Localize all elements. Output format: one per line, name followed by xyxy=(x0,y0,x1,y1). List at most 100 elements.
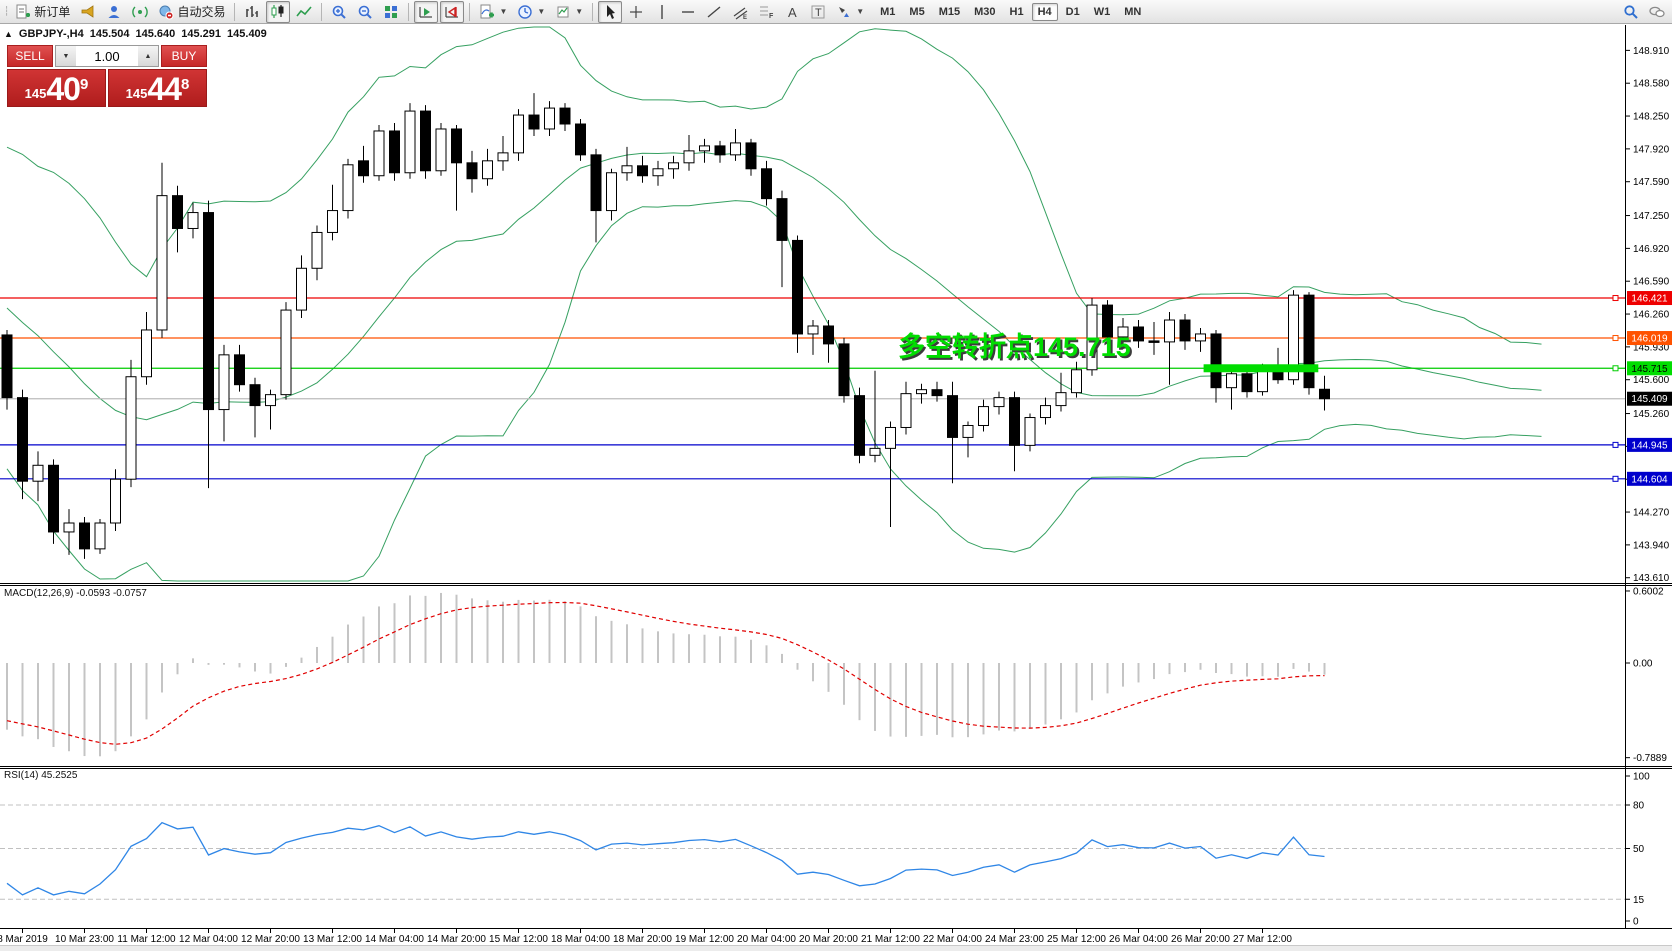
templates-button[interactable]: ▼ xyxy=(551,1,587,23)
candle-body xyxy=(993,397,1005,408)
tile-windows-button[interactable] xyxy=(379,1,403,23)
periods-button[interactable]: ▼ xyxy=(513,1,549,23)
candlestick-button[interactable] xyxy=(266,0,291,23)
candle-body xyxy=(513,114,524,154)
time-label: 20 Mar 20:00 xyxy=(799,934,858,945)
timeframe-m1[interactable]: M1 xyxy=(880,5,896,18)
rsi-axis-label: 80 xyxy=(1633,801,1645,812)
horizontal-line-button[interactable] xyxy=(676,1,700,23)
timeframe-h4[interactable]: H4 xyxy=(1031,2,1058,21)
auto-scroll-icon xyxy=(419,6,433,18)
volume-input[interactable] xyxy=(76,46,138,66)
time-label: 14 Mar 20:00 xyxy=(427,934,486,945)
timeframe-mn[interactable]: MN xyxy=(1124,5,1142,18)
crosshair-button[interactable] xyxy=(624,1,648,23)
arrows-icon xyxy=(839,6,850,17)
arrows-button[interactable]: ▼ xyxy=(832,1,868,23)
indicators-button[interactable]: ▼ xyxy=(475,1,511,23)
time-label: 24 Mar 23:00 xyxy=(985,934,1044,945)
signals-button[interactable] xyxy=(128,1,152,23)
market-button[interactable] xyxy=(76,1,100,23)
line-chart-button[interactable] xyxy=(292,1,316,23)
text-icon: A xyxy=(788,5,797,20)
candle-body xyxy=(1241,373,1253,393)
buy-price-button[interactable]: 145 44 8 xyxy=(108,69,207,107)
timeframe-m5[interactable]: M5 xyxy=(909,5,925,18)
sell-price-button[interactable]: 145 40 9 xyxy=(7,69,106,107)
text-label-button[interactable]: T xyxy=(806,1,830,23)
svg-text:E: E xyxy=(743,15,747,20)
time-label: 10 Mar 23:00 xyxy=(55,934,114,945)
timeframe-d1[interactable]: D1 xyxy=(1065,5,1080,18)
timeframe-w1[interactable]: W1 xyxy=(1093,5,1111,18)
timeframe-m30[interactable]: M30 xyxy=(974,5,996,18)
chevron-down-icon: ▼ xyxy=(537,7,546,16)
auto-scroll-button[interactable] xyxy=(414,0,439,23)
rsi-line xyxy=(6,821,1325,896)
symbol-header: ▲ GBPJPY-,H4 145.504 145.640 145.291 145… xyxy=(4,28,267,40)
hline-handle[interactable] xyxy=(1612,441,1619,448)
fibonacci-button[interactable]: F xyxy=(754,1,778,23)
sell-button[interactable]: SELL xyxy=(7,45,53,67)
candle-body xyxy=(420,110,431,172)
time-label: 15 Mar 12:00 xyxy=(489,934,548,945)
candle-body xyxy=(327,210,338,233)
trendline-button[interactable] xyxy=(702,1,726,23)
vertical-line-icon xyxy=(661,4,663,19)
chart-shift-button[interactable] xyxy=(440,0,465,23)
toolbar-separator xyxy=(469,2,471,21)
ohlc-high: 145.640 xyxy=(135,28,176,40)
hline-handle[interactable] xyxy=(1612,335,1619,342)
hline-handle[interactable] xyxy=(1612,475,1619,482)
buy-button[interactable]: BUY xyxy=(161,45,207,67)
channel-button[interactable]: E xyxy=(728,1,752,23)
chat-icon[interactable] xyxy=(1645,1,1669,23)
price-badge-label: 145.409 xyxy=(1631,394,1668,405)
candle-body xyxy=(389,130,400,174)
macd-axis-label: -0.7889 xyxy=(1633,753,1667,764)
highlight-bar[interactable] xyxy=(1203,364,1319,373)
candle-body xyxy=(1055,392,1067,407)
candle-body xyxy=(637,165,648,177)
new-order-button[interactable]: 新订单 xyxy=(11,1,74,23)
volume-up-button[interactable]: ▲ xyxy=(138,46,158,66)
community-button[interactable] xyxy=(102,1,126,23)
toolbar-separator xyxy=(408,2,410,21)
price-badge xyxy=(1627,437,1672,452)
auto-trading-button[interactable]: 自动交易 xyxy=(154,1,229,23)
candle-body xyxy=(931,389,943,397)
search-button[interactable] xyxy=(1619,1,1643,23)
candle-body xyxy=(1117,326,1129,338)
axis-tick-label: 145.930 xyxy=(1633,342,1670,353)
zoom-out-button[interactable] xyxy=(353,1,377,23)
collapse-panel-icon[interactable]: ▲ xyxy=(4,29,13,39)
cursor-icon xyxy=(607,4,616,19)
timeframe-h1[interactable]: H1 xyxy=(1009,5,1024,18)
hline-handle[interactable] xyxy=(1612,295,1619,302)
svg-text:T: T xyxy=(815,7,822,19)
candle-body xyxy=(497,152,509,162)
candle-body xyxy=(1195,333,1206,342)
cursor-button[interactable] xyxy=(598,0,623,23)
periods-icon xyxy=(518,4,533,19)
candle-body xyxy=(110,478,121,524)
candle-body xyxy=(900,393,912,428)
candle-body xyxy=(838,343,850,397)
text-button[interactable]: A xyxy=(780,1,804,23)
candle-body xyxy=(63,522,75,533)
timeframe-m15[interactable]: M15 xyxy=(938,5,961,18)
time-label: 21 Mar 12:00 xyxy=(861,934,920,945)
vertical-line-button[interactable] xyxy=(650,1,674,23)
bar-chart-button[interactable] xyxy=(240,1,264,23)
hline-handle[interactable] xyxy=(1612,365,1619,372)
annotation-text[interactable]: 多空转折点145.715 xyxy=(898,331,1131,362)
rsi-axis-label: 0 xyxy=(1633,917,1639,928)
axis-tick-label: 148.250 xyxy=(1633,112,1670,123)
zoom-in-button[interactable] xyxy=(327,1,351,23)
candle-body xyxy=(1148,340,1160,343)
volume-down-button[interactable]: ▼ xyxy=(56,46,76,66)
rsi-axis-label: 50 xyxy=(1633,844,1645,855)
candle-body xyxy=(48,464,59,533)
